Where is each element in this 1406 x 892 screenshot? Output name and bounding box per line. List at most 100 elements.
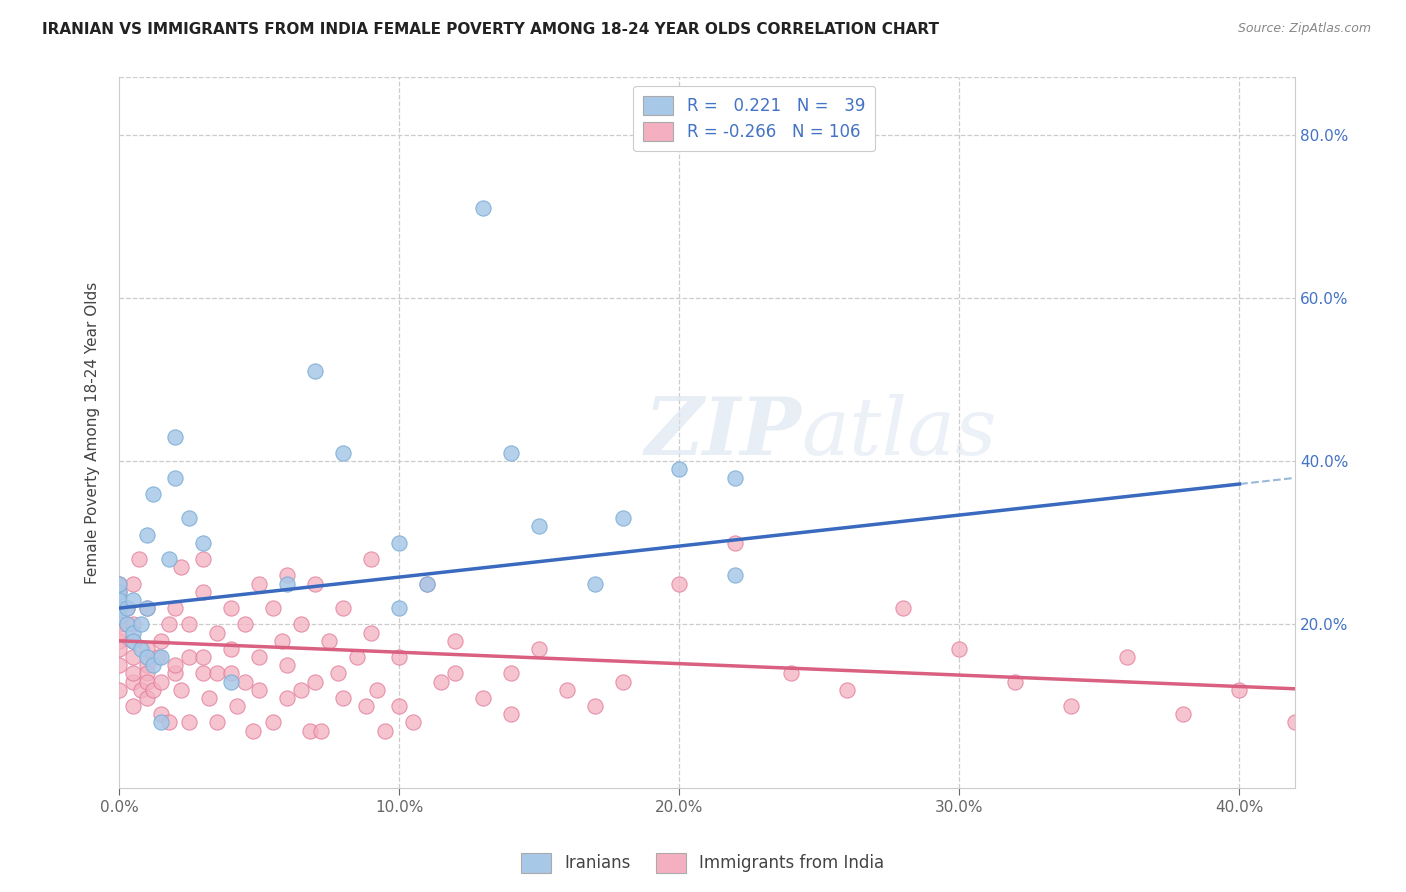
Point [416, 576, 439, 591]
Point [360, 625, 382, 640]
Point [108, 576, 131, 591]
Point [247, 650, 270, 665]
Point [150, 715, 173, 730]
Point [430, 674, 453, 689]
Point [332, 690, 354, 705]
Point [122, 699, 145, 714]
Point [150, 674, 173, 689]
Point [225, 699, 247, 714]
Point [219, 642, 242, 657]
Point [117, 617, 139, 632]
Legend: Iranians, Immigrants from India: Iranians, Immigrants from India [515, 847, 891, 880]
Point [205, 715, 228, 730]
Point [136, 658, 159, 673]
Point [108, 642, 131, 657]
Point [276, 576, 298, 591]
Point [122, 666, 145, 681]
Point [780, 666, 803, 681]
Point [165, 666, 187, 681]
Point [724, 536, 747, 550]
Point [948, 642, 970, 657]
Point [150, 633, 173, 648]
Point [122, 633, 145, 648]
Point [262, 715, 284, 730]
Point [131, 682, 153, 697]
Point [108, 601, 131, 615]
Point [837, 682, 859, 697]
Point [242, 723, 264, 738]
Point [142, 487, 165, 501]
Text: Source: ZipAtlas.com: Source: ZipAtlas.com [1237, 22, 1371, 36]
Point [108, 576, 131, 591]
Point [108, 682, 131, 697]
Point [298, 723, 321, 738]
Point [108, 658, 131, 673]
Point [136, 527, 159, 541]
Point [177, 511, 200, 525]
Text: ZIP: ZIP [644, 394, 801, 471]
Point [270, 633, 292, 648]
Point [159, 617, 181, 632]
Point [170, 560, 193, 574]
Point [366, 682, 388, 697]
Point [346, 650, 368, 665]
Point [724, 568, 747, 582]
Point [276, 568, 298, 582]
Point [108, 584, 131, 599]
Point [262, 601, 284, 615]
Point [402, 715, 425, 730]
Point [177, 650, 200, 665]
Point [165, 430, 187, 444]
Point [332, 446, 354, 460]
Point [290, 682, 312, 697]
Point [290, 617, 312, 632]
Point [159, 715, 181, 730]
Point [668, 462, 690, 476]
Point [191, 552, 214, 566]
Point [219, 601, 242, 615]
Point [247, 682, 270, 697]
Point [122, 593, 145, 607]
Point [304, 364, 326, 378]
Point [177, 617, 200, 632]
Point [276, 690, 298, 705]
Point [117, 617, 139, 632]
Point [1004, 674, 1026, 689]
Point [108, 601, 131, 615]
Point [136, 601, 159, 615]
Point [122, 674, 145, 689]
Point [472, 201, 495, 215]
Legend: R =   0.221   N =   39, R = -0.266   N = 106: R = 0.221 N = 39, R = -0.266 N = 106 [633, 86, 875, 151]
Point [472, 690, 495, 705]
Y-axis label: Female Poverty Among 18-24 Year Olds: Female Poverty Among 18-24 Year Olds [86, 282, 100, 583]
Point [136, 601, 159, 615]
Point [555, 682, 578, 697]
Point [150, 707, 173, 722]
Point [191, 584, 214, 599]
Point [527, 519, 550, 533]
Point [108, 584, 131, 599]
Point [612, 674, 634, 689]
Point [191, 650, 214, 665]
Point [583, 699, 606, 714]
Point [1229, 682, 1251, 697]
Point [108, 593, 131, 607]
Point [501, 446, 523, 460]
Point [142, 658, 165, 673]
Point [318, 633, 340, 648]
Point [354, 699, 377, 714]
Point [233, 617, 256, 632]
Point [108, 633, 131, 648]
Point [142, 682, 165, 697]
Point [1173, 707, 1195, 722]
Point [501, 707, 523, 722]
Point [117, 601, 139, 615]
Point [501, 666, 523, 681]
Point [159, 552, 181, 566]
Point [122, 617, 145, 632]
Point [247, 576, 270, 591]
Point [304, 576, 326, 591]
Point [304, 674, 326, 689]
Point [122, 633, 145, 648]
Point [122, 576, 145, 591]
